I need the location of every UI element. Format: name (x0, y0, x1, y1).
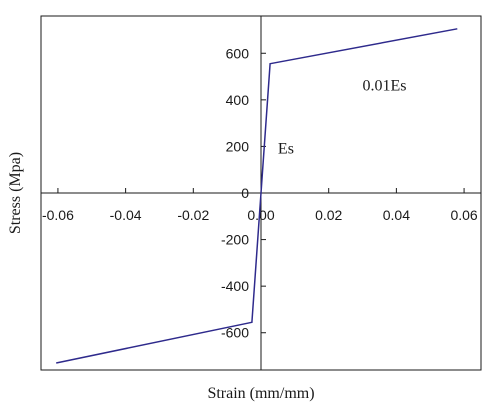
x-tick-label: -0.02 (177, 207, 209, 223)
x-tick-label: 0.04 (383, 207, 410, 223)
x-tick-label: 0.02 (315, 207, 342, 223)
y-axis-label: Stress (Mpa) (7, 152, 24, 234)
y-tick-label: 400 (226, 92, 250, 108)
x-ticks: -0.06 -0.04 -0.02 0.00 0.02 0.04 0.06 (42, 188, 478, 223)
y-tick-label: -400 (221, 278, 249, 294)
x-axis-label: Strain (mm/mm) (207, 385, 314, 402)
x-tick-label: 0.06 (450, 207, 477, 223)
y-tick-label: 0 (241, 185, 249, 201)
annotation-label: Es (278, 140, 294, 157)
y-tick-label: 600 (226, 45, 250, 61)
y-tick-label: 200 (226, 138, 250, 154)
annotation-label: 0.01Es (363, 78, 407, 95)
annotations-layer: Es 0.01Es (278, 78, 407, 158)
x-tick-label: -0.04 (110, 207, 142, 223)
y-ticks: -600 -400 -200 0 200 400 600 (221, 45, 266, 341)
x-tick-label: 0.00 (247, 207, 274, 223)
y-tick-label: -600 (221, 325, 249, 341)
y-tick-label: -200 (221, 232, 249, 248)
series-layer (56, 28, 458, 364)
stress-strain-line (56, 28, 458, 364)
x-tick-label: -0.06 (42, 207, 74, 223)
